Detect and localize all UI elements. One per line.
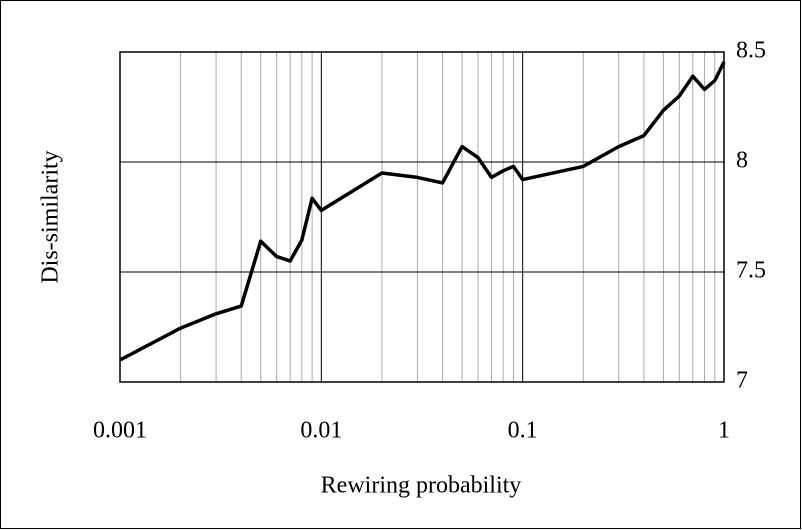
plot-frame bbox=[119, 51, 725, 383]
y-tick-label: 7 bbox=[736, 368, 748, 394]
data-line bbox=[119, 61, 726, 362]
y-tick-label: 7.5 bbox=[736, 258, 766, 284]
y-tick-label: 8 bbox=[736, 148, 748, 174]
x-axis-label: Rewiring probability bbox=[321, 473, 522, 499]
x-tick-label: 0.1 bbox=[508, 418, 538, 444]
y-tick-label: 8.5 bbox=[736, 38, 766, 64]
y-axis-label: Dis-similarity bbox=[38, 150, 64, 283]
x-tick-label: 0.01 bbox=[300, 418, 342, 444]
x-tick-label: 0.001 bbox=[93, 418, 147, 444]
x-tick-label: 1 bbox=[718, 418, 730, 444]
